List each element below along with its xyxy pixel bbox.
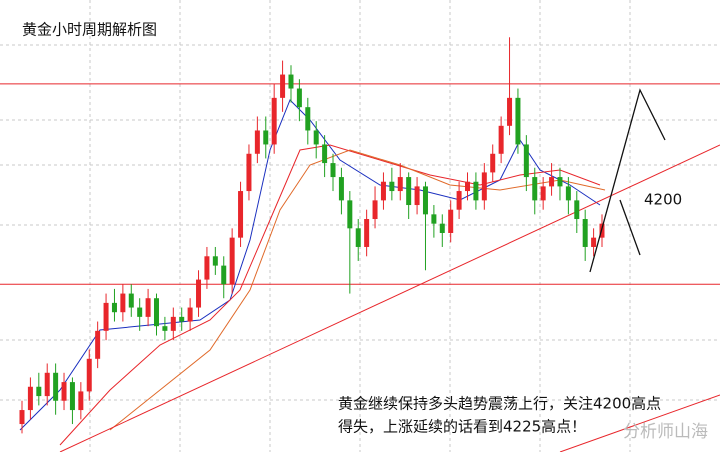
candle-body bbox=[591, 237, 597, 247]
ma-line bbox=[59, 144, 601, 446]
candle-body bbox=[313, 130, 319, 145]
trend-line bbox=[59, 144, 720, 452]
candle-body bbox=[355, 228, 361, 247]
candle-body bbox=[61, 382, 67, 401]
ma-line bbox=[19, 99, 601, 431]
candle-body bbox=[153, 298, 159, 327]
candle-body bbox=[162, 326, 168, 331]
trend-line bbox=[559, 394, 720, 452]
candle-body bbox=[456, 191, 462, 210]
levels bbox=[0, 83, 720, 285]
candle-body bbox=[145, 298, 151, 317]
candle-body bbox=[431, 214, 437, 224]
candle-body bbox=[204, 256, 210, 280]
candle-body bbox=[254, 130, 260, 154]
candles bbox=[19, 37, 605, 434]
candle-body bbox=[271, 97, 277, 145]
level-label: 4200 bbox=[644, 191, 682, 209]
candle-body bbox=[19, 410, 25, 425]
candle-body bbox=[465, 181, 471, 192]
candle-body bbox=[507, 97, 513, 126]
candle-body bbox=[86, 358, 92, 392]
candle-body bbox=[120, 293, 126, 313]
projection bbox=[589, 88, 666, 273]
chart-title: 黄金小时周期解析图 bbox=[22, 21, 157, 39]
candle-body bbox=[540, 186, 546, 201]
candle-body bbox=[128, 293, 134, 308]
candle-body bbox=[380, 181, 386, 201]
candle-body bbox=[448, 209, 454, 233]
candle-body bbox=[574, 200, 580, 220]
moving-averages bbox=[19, 99, 606, 446]
watermark: 分析师山海 bbox=[623, 422, 708, 442]
candle-body bbox=[322, 144, 328, 164]
candle-body bbox=[111, 302, 117, 313]
candle-body bbox=[280, 74, 286, 98]
candle-body bbox=[372, 200, 378, 220]
candle-body bbox=[422, 186, 428, 215]
candle-body bbox=[212, 256, 218, 266]
candle-body bbox=[389, 181, 395, 192]
candle-body bbox=[490, 153, 496, 173]
candle-body bbox=[330, 163, 336, 178]
candle-body bbox=[347, 200, 353, 229]
candle-body bbox=[288, 74, 294, 89]
candle-body bbox=[69, 382, 75, 411]
candle-body bbox=[296, 88, 302, 108]
candle-body bbox=[196, 279, 202, 308]
candle-body bbox=[414, 186, 420, 206]
trend-lines bbox=[59, 144, 720, 452]
candle-body bbox=[187, 307, 193, 322]
candle-body bbox=[170, 316, 176, 331]
candle-body bbox=[549, 177, 555, 187]
candle-body bbox=[515, 97, 521, 145]
candle-body bbox=[557, 177, 563, 187]
candle-body bbox=[78, 391, 84, 411]
candle-body bbox=[305, 107, 311, 131]
candle-body bbox=[338, 177, 344, 201]
candle-body bbox=[532, 177, 538, 201]
candle-body bbox=[406, 177, 412, 206]
candle-body bbox=[481, 172, 487, 201]
candle-body bbox=[44, 372, 50, 397]
candle-body bbox=[103, 302, 109, 331]
ma-line bbox=[109, 149, 606, 431]
projection-path bbox=[619, 199, 641, 256]
candle-body bbox=[582, 219, 588, 247]
candle-body bbox=[137, 307, 143, 317]
candle-body bbox=[221, 265, 227, 285]
candle-body bbox=[364, 219, 370, 247]
candle-body bbox=[27, 386, 33, 411]
candle-body bbox=[523, 144, 529, 178]
candle-body bbox=[565, 186, 571, 201]
candle-body bbox=[473, 181, 479, 201]
annotation: 得失，上涨延续的话看到4225高点！ bbox=[338, 418, 586, 436]
candle-body bbox=[439, 223, 445, 233]
projection-path bbox=[589, 88, 666, 273]
candle-body bbox=[229, 237, 235, 285]
candle-body bbox=[397, 177, 403, 192]
candle-body bbox=[53, 372, 59, 401]
candle-body bbox=[36, 386, 42, 397]
candle-body bbox=[263, 130, 269, 145]
candle-body bbox=[95, 330, 101, 359]
candle-body bbox=[498, 125, 504, 154]
candle-body bbox=[246, 153, 252, 192]
candle-body bbox=[238, 191, 244, 238]
annotation: 黄金继续保持多头趋势震荡上行，关注4200高点 bbox=[338, 395, 661, 413]
candle-body bbox=[179, 316, 185, 322]
